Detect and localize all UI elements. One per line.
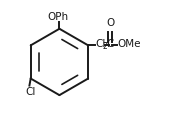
Text: CH: CH: [95, 39, 110, 49]
Text: O: O: [106, 18, 114, 28]
Text: OPh: OPh: [48, 12, 69, 22]
Text: C: C: [107, 39, 114, 49]
Text: Cl: Cl: [26, 87, 36, 97]
Text: 2: 2: [102, 42, 107, 51]
Text: OMe: OMe: [117, 39, 141, 49]
